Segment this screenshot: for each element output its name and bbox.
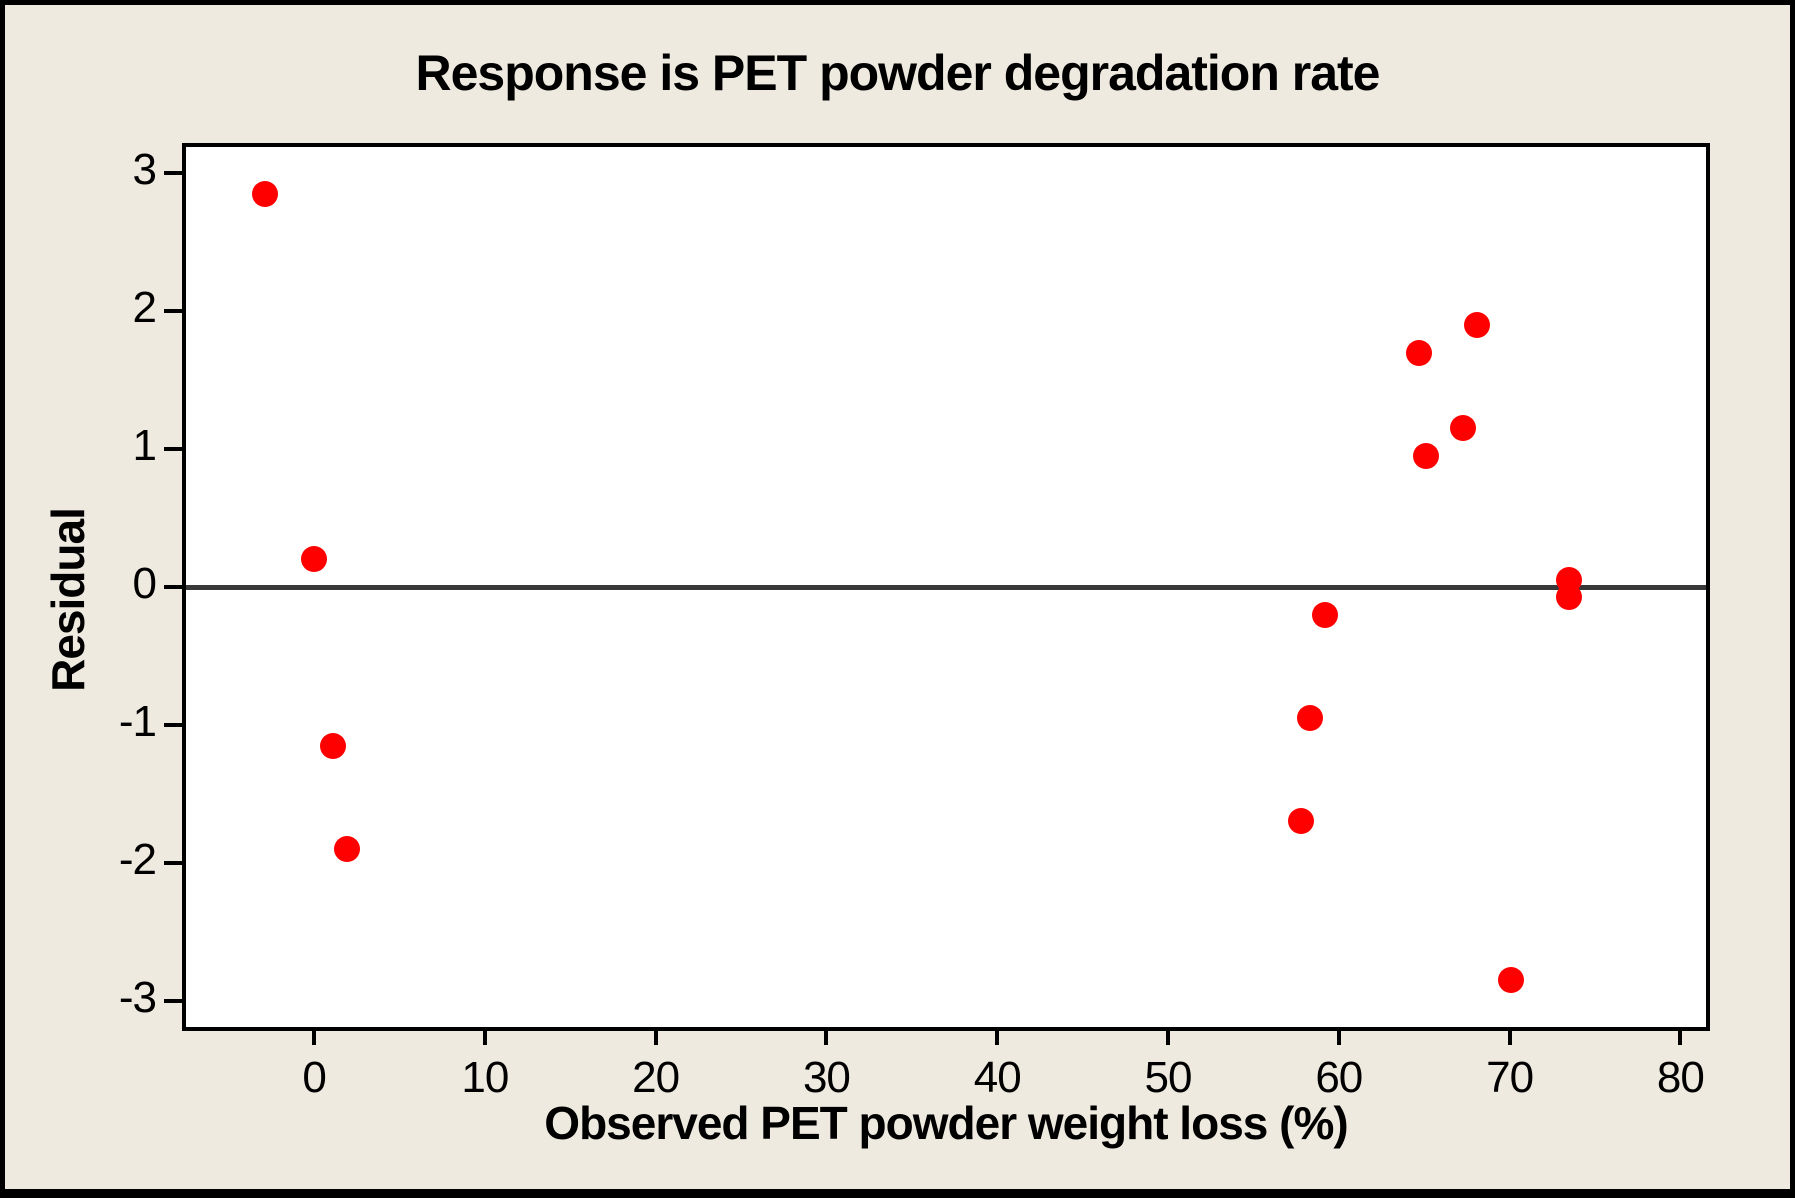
data-point [1296,705,1323,732]
y-axis-tick-label: 3 [132,145,157,195]
x-axis-tick-label: 70 [1486,1053,1534,1102]
y-axis-tick-label: 0 [132,559,157,608]
chart-title: Response is PET powder degradation rate [415,45,1380,101]
y-axis-tick-mark [164,860,182,865]
data-point [1498,967,1525,994]
y-axis-tick-label: -3 [118,972,157,1022]
data-point [1312,601,1339,628]
x-axis-tick-label: 0 [302,1053,326,1102]
y-axis-tick-label: -1 [118,696,157,746]
zero-reference-line [186,584,1706,590]
x-axis-tick-mark [824,1027,829,1045]
data-point [251,180,278,207]
x-axis-tick-mark [312,1027,317,1045]
data-point [333,836,360,863]
x-axis-tick-mark [1678,1027,1683,1045]
x-axis-tick-label: 60 [1315,1053,1363,1102]
data-point [1406,339,1433,366]
x-axis-tick-mark [1507,1027,1512,1045]
x-axis-label: Observed PET powder weight loss (%) [544,1097,1348,1149]
x-axis-tick-mark [995,1027,1000,1045]
plot-area: 0 10 20 30 40 50 60 70 80 3 2 1 0 -1 -2 -3 [119,143,1710,1102]
data-point [1464,311,1491,338]
x-axis-tick-mark [482,1027,487,1045]
data-point [1412,442,1439,469]
y-axis-tick-mark [164,309,182,314]
y-axis-tick-mark [164,998,182,1003]
y-axis-tick-label: 2 [132,283,157,333]
y-axis-tick-label: -2 [118,834,157,884]
y-axis-tick-mark [164,585,182,589]
data-point [1450,415,1477,442]
data-point [301,546,328,573]
x-axis-tick-mark [653,1027,658,1045]
y-axis-label: Residual [42,508,94,692]
x-axis-tick-mark [1336,1027,1341,1045]
data-point [1556,583,1583,610]
data-point [319,732,346,759]
x-axis-tick-label: 40 [973,1053,1022,1102]
x-axis-tick-label: 80 [1656,1053,1705,1102]
x-axis-tick-label: 30 [802,1053,851,1102]
data-point [1288,808,1315,835]
x-axis-tick-label: 50 [1144,1053,1193,1102]
y-axis-tick-mark [164,447,182,452]
x-axis-tick-label: 10 [461,1053,509,1102]
x-axis-tick-mark [1166,1027,1171,1045]
y-axis-tick-mark [164,171,182,176]
y-axis-tick-label: 1 [132,421,157,471]
y-axis-tick-mark [164,722,182,727]
x-axis-tick-label: 20 [632,1053,680,1102]
